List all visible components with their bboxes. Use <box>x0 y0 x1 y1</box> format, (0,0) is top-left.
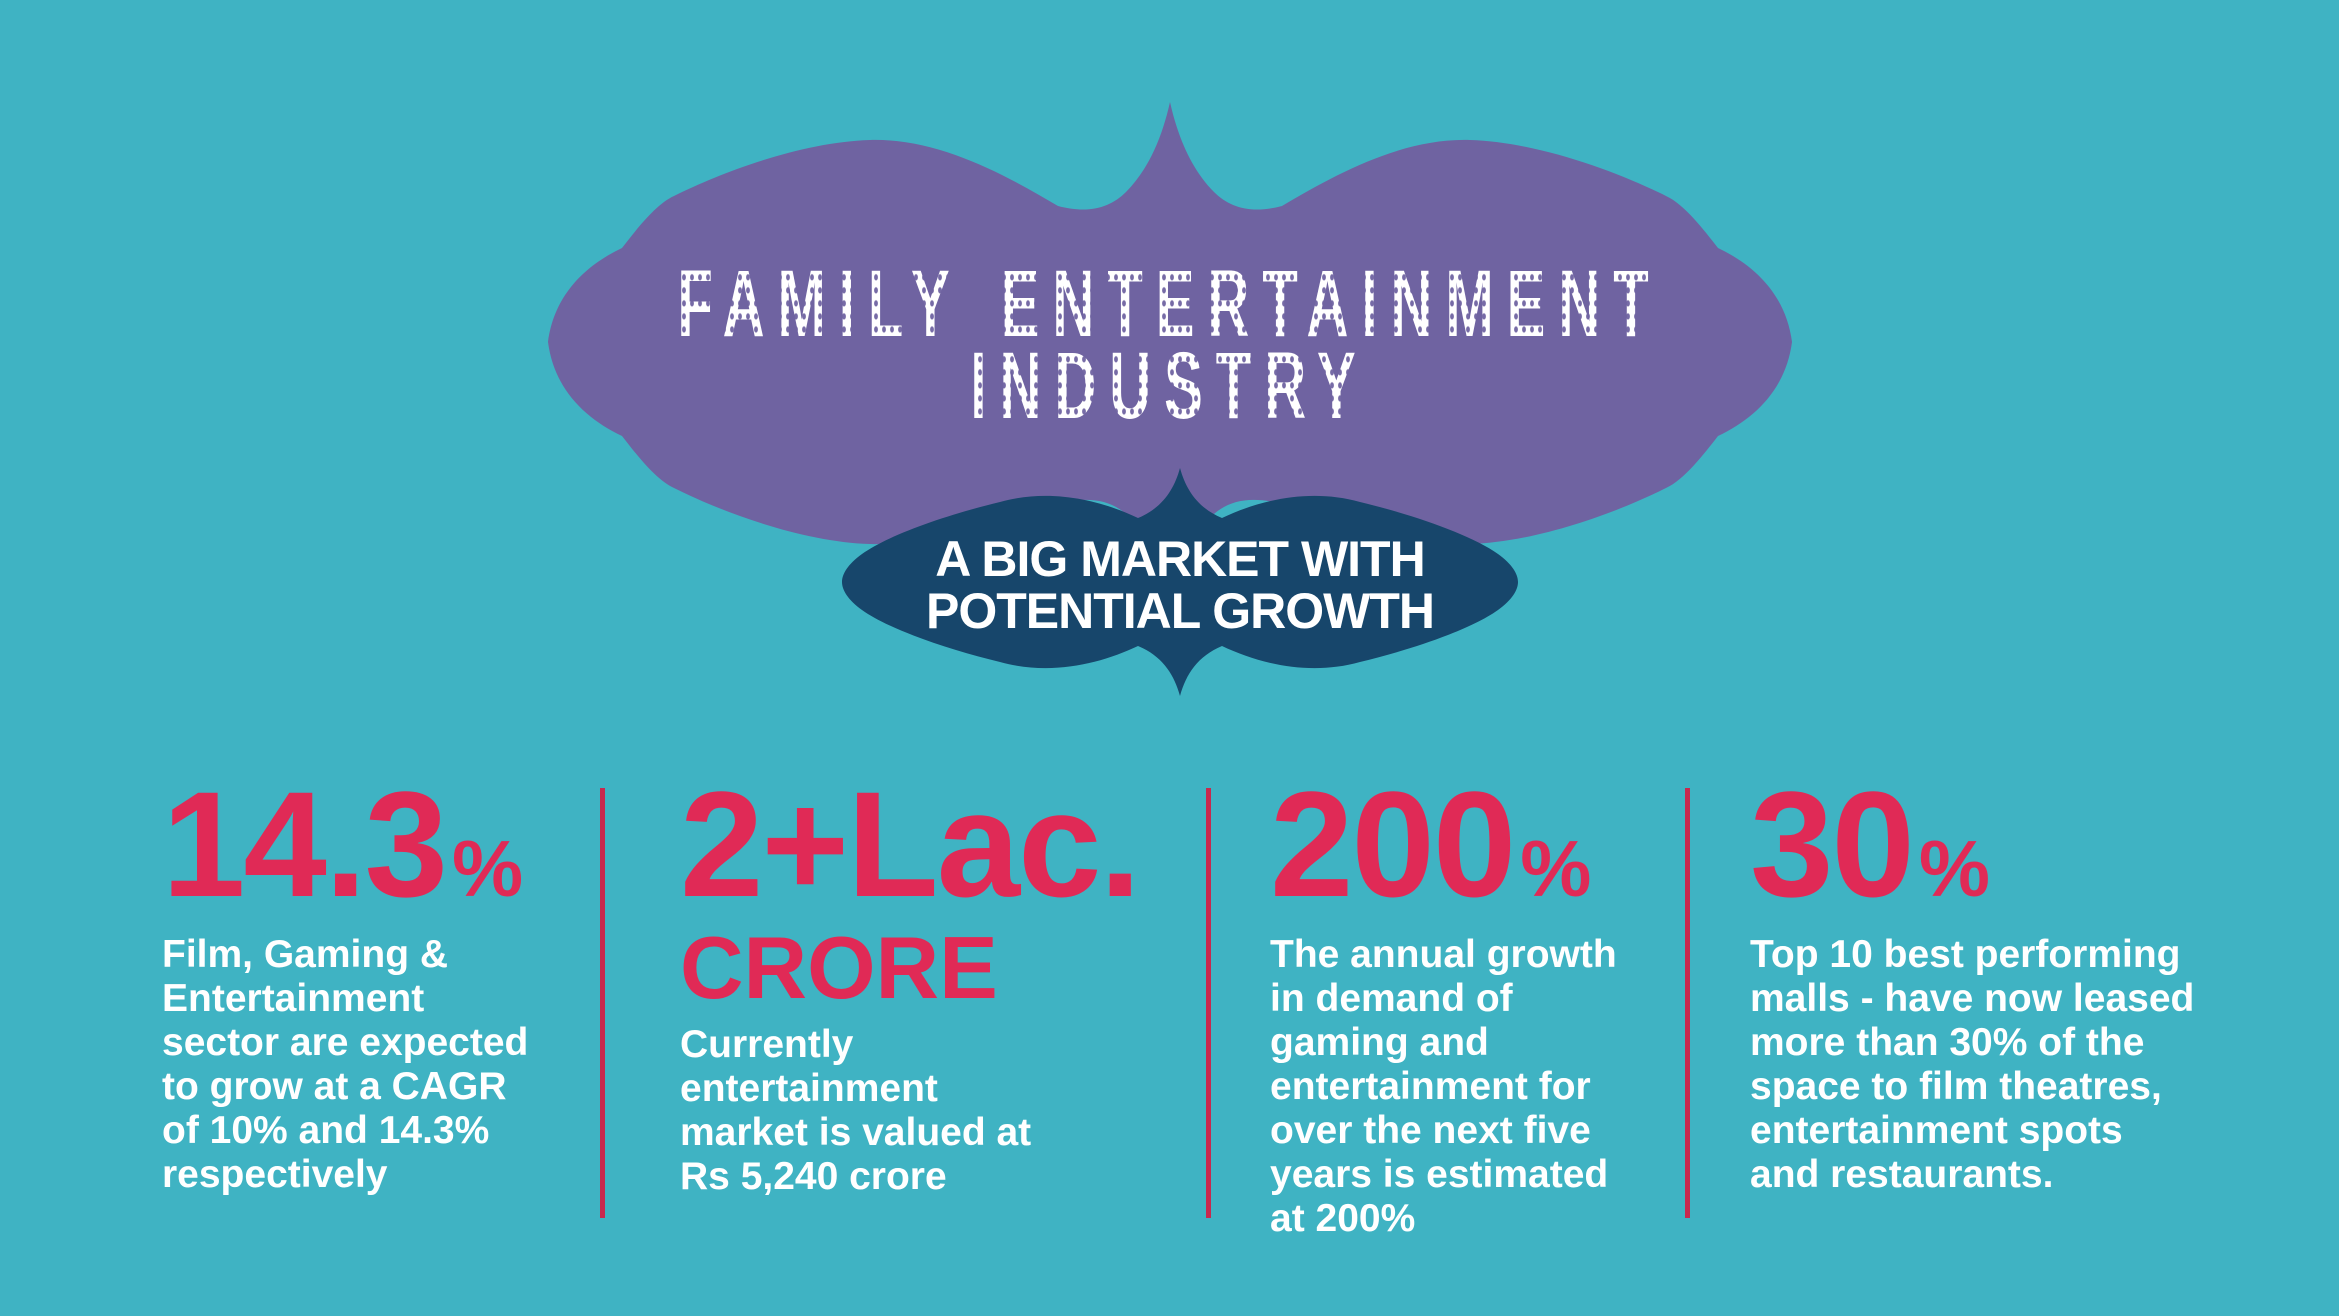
stat-description-cagr: Film, Gaming & Entertainment sector are … <box>162 933 529 1196</box>
stat-value-mall-space: 30% <box>1750 769 1990 944</box>
purple-bracket-shape <box>548 102 1792 610</box>
stat-unit-percent: % <box>1520 824 1592 913</box>
stat-value-annual-growth: 200% <box>1270 769 1591 944</box>
page-title-line-2: INDUSTRY <box>0 339 2339 435</box>
stat-value-text: 2+Lac. <box>680 760 1141 928</box>
column-divider-1 <box>600 788 605 1218</box>
subtitle-line-1: A BIG MARKET WITH <box>935 531 1425 587</box>
navy-ribbon-ornament <box>842 468 1518 696</box>
stat-description-market-size: Currently entertainment market is valued… <box>680 1023 1032 1198</box>
stat-value-text: 30 <box>1750 760 1915 928</box>
page-title-line-1: FAMILY ENTERTAINMENT <box>0 257 2339 353</box>
purple-bracket-ornament <box>548 102 1792 610</box>
column-divider-3 <box>1685 788 1690 1218</box>
stat-value-text: 200 <box>1270 760 1516 928</box>
stat-value-cagr: 14.3% <box>162 769 523 944</box>
stat-value-market-size: 2+Lac. <box>680 769 1145 944</box>
stat-sublabel-crore: CRORE <box>680 918 998 1017</box>
subtitle-line-2: POTENTIAL GROWTH <box>925 583 1435 639</box>
stat-unit-percent: % <box>451 824 524 913</box>
stat-description-mall-space: Top 10 best performing malls - have now … <box>1750 933 2195 1196</box>
stat-value-text: 14.3 <box>162 760 448 928</box>
navy-ribbon-shape <box>842 468 1518 696</box>
stat-description-annual-growth: The annual growth in demand of gaming an… <box>1270 933 1617 1240</box>
stat-unit-percent: % <box>1918 824 1990 913</box>
column-divider-2 <box>1206 788 1211 1218</box>
